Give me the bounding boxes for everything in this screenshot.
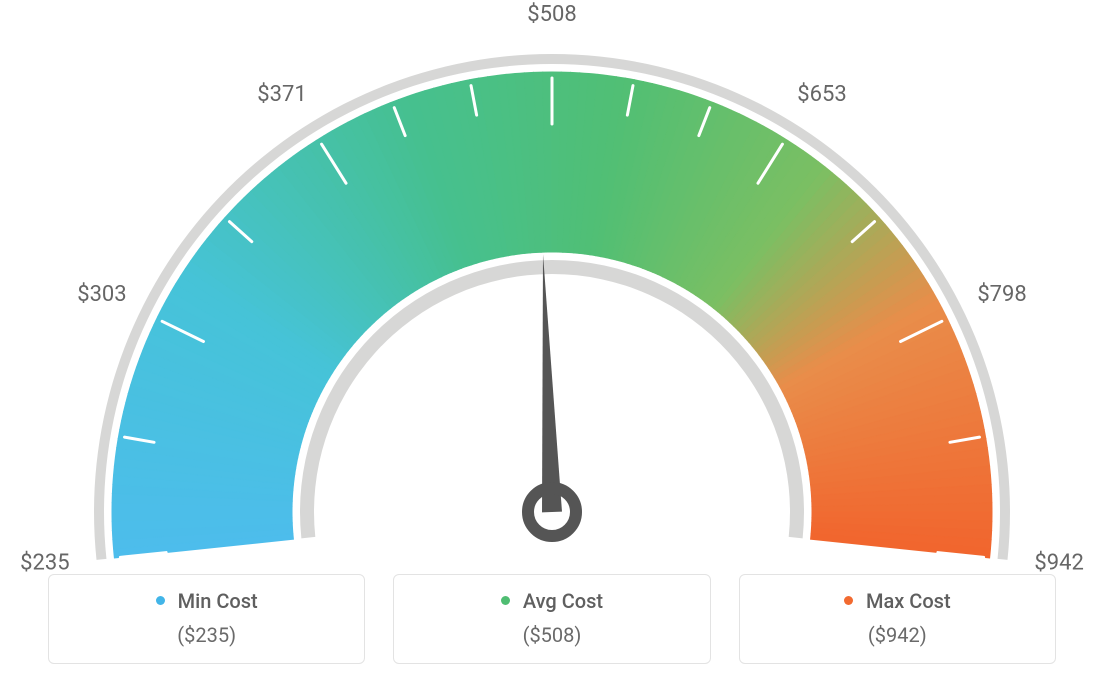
legend-box-min: Min Cost ($235) <box>48 574 365 664</box>
legend-title-max: Max Cost <box>740 589 1055 613</box>
tick-label: $235 <box>20 551 69 576</box>
tick-label: $508 <box>527 2 576 27</box>
gauge-needle <box>542 254 562 512</box>
gauge-svg <box>0 0 1104 560</box>
tick-label: $942 <box>1034 551 1083 576</box>
legend-row: Min Cost ($235) Avg Cost ($508) Max Cost… <box>48 574 1056 664</box>
dot-max-icon <box>844 596 853 605</box>
legend-title-min: Min Cost <box>49 589 364 613</box>
tick-label: $371 <box>257 82 306 107</box>
cost-gauge-figure: $235 $303 $371 $508 $653 $798 $942 Min Cost ($… <box>0 0 1104 690</box>
legend-box-avg: Avg Cost ($508) <box>393 574 710 664</box>
legend-value-avg: ($508) <box>394 623 709 647</box>
dot-min-icon <box>156 596 165 605</box>
legend-title-max-text: Max Cost <box>866 589 951 613</box>
legend-title-avg-text: Avg Cost <box>523 589 603 613</box>
legend-title-avg: Avg Cost <box>394 589 709 613</box>
legend-value-max: ($942) <box>740 623 1055 647</box>
dot-avg-icon <box>501 596 510 605</box>
tick-label: $303 <box>77 282 126 307</box>
legend-title-min-text: Min Cost <box>178 589 258 613</box>
gauge-area: $235$303$371$508$653$798$942 <box>0 0 1104 560</box>
tick-label: $798 <box>977 282 1026 307</box>
legend-box-max: Max Cost ($942) <box>739 574 1056 664</box>
tick-label: $653 <box>797 82 846 107</box>
legend-value-min: ($235) <box>49 623 364 647</box>
